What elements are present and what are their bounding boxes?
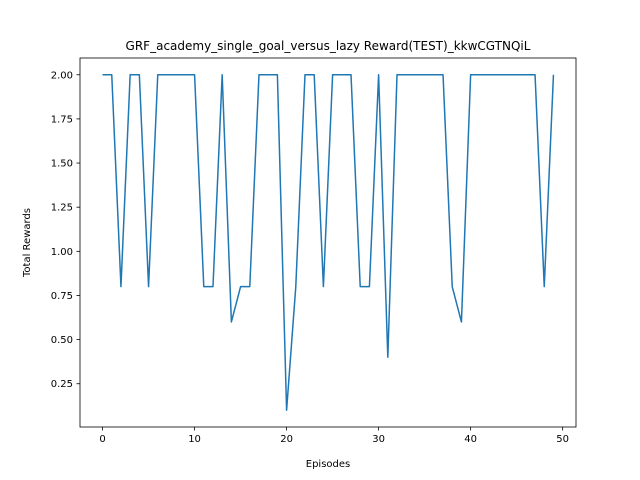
y-tick-label: 2.00 — [51, 70, 73, 81]
y-axis: 0.25 0.50 0.75 1.00 1.25 1.50 1.75 2.00 — [51, 70, 80, 390]
y-tick-label: 0.25 — [51, 379, 73, 390]
x-tick-label: 30 — [372, 434, 385, 445]
y-tick-label: 0.75 — [51, 291, 73, 302]
x-axis: 0 10 20 30 40 50 — [99, 427, 569, 445]
y-tick-label: 1.50 — [51, 159, 73, 170]
y-tick-label: 1.75 — [51, 114, 73, 125]
x-axis-label: Episodes — [306, 459, 350, 470]
plot-area — [80, 58, 576, 427]
plot-background — [80, 58, 576, 427]
chart-title: GRF_academy_single_goal_versus_lazy Rewa… — [126, 39, 531, 53]
x-tick-label: 50 — [556, 434, 569, 445]
plot-frame — [79, 57, 577, 428]
y-tick-label: 0.50 — [51, 335, 73, 346]
x-tick-label: 20 — [280, 434, 293, 445]
y-tick-label: 1.00 — [51, 247, 73, 258]
y-axis-label: Total Rewards — [22, 208, 33, 278]
x-tick-label: 10 — [188, 434, 201, 445]
y-tick-label: 1.25 — [51, 203, 73, 214]
series-line — [102, 74, 555, 411]
x-tick-label: 40 — [464, 434, 477, 445]
x-tick-label: 0 — [99, 434, 105, 445]
